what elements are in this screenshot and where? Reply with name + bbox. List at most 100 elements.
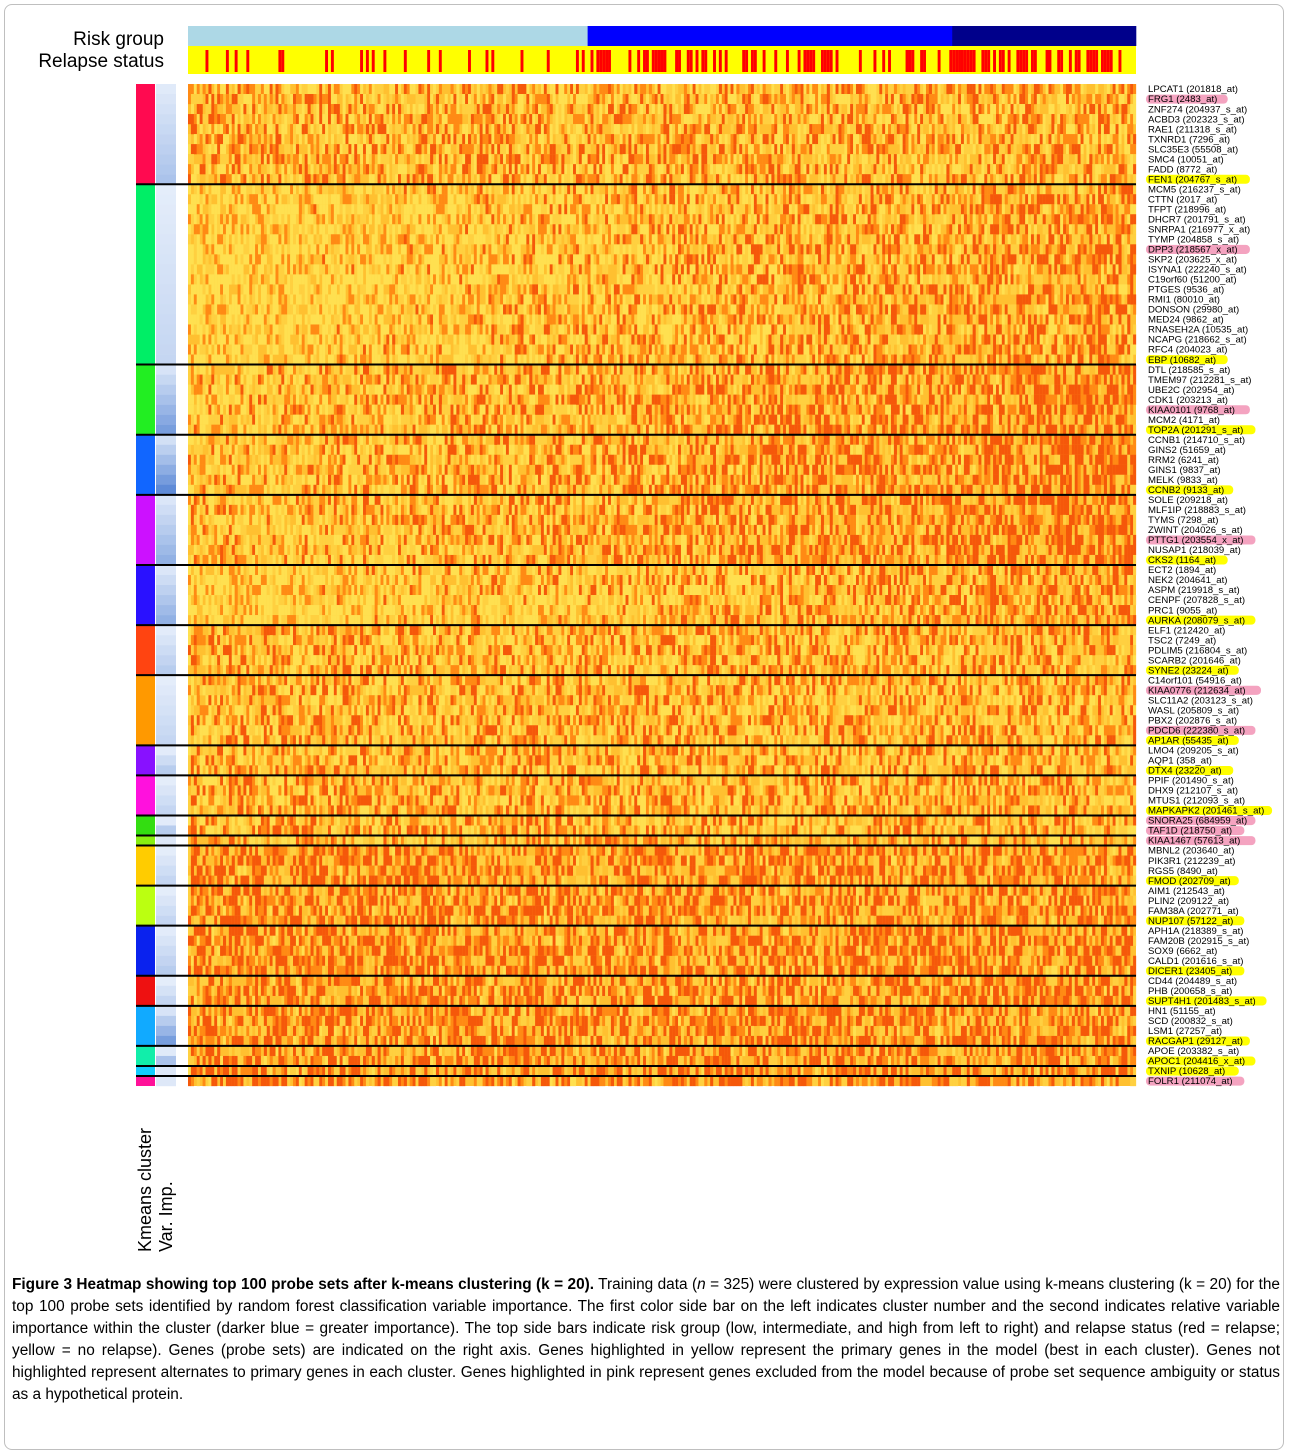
heat-cell <box>290 244 293 254</box>
heat-cell <box>1133 234 1136 244</box>
heat-cell <box>375 114 378 124</box>
heat-cell <box>1013 174 1016 184</box>
heat-cell <box>888 84 891 94</box>
heat-cell <box>938 164 941 174</box>
heat-cell <box>809 254 812 264</box>
heat-cell <box>649 144 652 154</box>
heat-cell <box>378 154 381 164</box>
heat-cell <box>448 164 451 174</box>
heat-cell <box>474 254 477 264</box>
heat-cell <box>421 204 424 214</box>
heat-cell <box>547 114 550 124</box>
heat-cell <box>885 104 888 114</box>
heat-cell <box>792 184 795 194</box>
heat-cell <box>506 224 509 234</box>
heat-cell <box>512 184 515 194</box>
heat-cell <box>932 204 935 214</box>
heat-cell <box>841 164 844 174</box>
heat-cell <box>911 164 914 174</box>
heat-cell <box>987 84 990 94</box>
heat-cell <box>264 104 267 114</box>
heat-cell <box>544 214 547 224</box>
heat-cell <box>1016 224 1019 234</box>
heat-cell <box>453 244 456 254</box>
heat-cell <box>299 184 302 194</box>
heat-cell <box>264 204 267 214</box>
heat-cell <box>235 124 238 134</box>
heat-cell <box>926 164 929 174</box>
heat-cell <box>395 254 398 264</box>
heat-cell <box>1019 94 1022 104</box>
heat-cell <box>477 184 480 194</box>
heat-cell <box>381 154 384 164</box>
heat-cell <box>996 214 999 224</box>
heat-cell <box>634 164 637 174</box>
heat-cell <box>1046 154 1049 164</box>
heat-cell <box>984 234 987 244</box>
heat-cell <box>777 84 780 94</box>
heat-cell <box>1019 194 1022 204</box>
relapse-mark <box>1025 50 1028 72</box>
heat-cell <box>838 184 841 194</box>
heat-cell <box>614 84 617 94</box>
heat-cell <box>1002 234 1005 244</box>
heat-cell <box>1025 184 1028 194</box>
heat-cell <box>728 134 731 144</box>
heat-cell <box>319 124 322 134</box>
heat-cell <box>325 194 328 204</box>
heat-cell <box>801 194 804 204</box>
heat-cell <box>955 164 958 174</box>
heat-cell <box>809 234 812 244</box>
heat-cell <box>911 134 914 144</box>
heat-cell <box>550 144 553 154</box>
heat-cell <box>952 214 955 224</box>
heat-cell <box>698 254 701 264</box>
heat-cell <box>331 264 334 274</box>
heat-cell <box>471 174 474 184</box>
heat-cell <box>1078 254 1081 264</box>
heat-cell <box>319 144 322 154</box>
heat-cell <box>433 114 436 124</box>
heat-cell <box>894 174 897 184</box>
heat-cell <box>276 254 279 264</box>
heat-cell <box>249 164 252 174</box>
heat-cell <box>579 264 582 274</box>
heat-cell <box>821 184 824 194</box>
heat-cell <box>777 214 780 224</box>
heat-cell <box>480 134 483 144</box>
heat-cell <box>500 84 503 94</box>
heat-cell <box>427 194 430 204</box>
heat-cell <box>900 224 903 234</box>
heat-cell <box>322 104 325 114</box>
heat-cell <box>448 104 451 114</box>
heat-cell <box>451 174 454 184</box>
heat-cell <box>1048 94 1051 104</box>
heat-cell <box>328 154 331 164</box>
heat-cell <box>407 184 410 194</box>
heat-cell <box>203 224 206 234</box>
heat-cell <box>249 174 252 184</box>
heat-cell <box>229 114 232 124</box>
heat-cell <box>906 164 909 174</box>
heat-cell <box>701 164 704 174</box>
heat-cell <box>742 214 745 224</box>
heat-cell <box>503 164 506 174</box>
heat-cell <box>620 94 623 104</box>
relapse-mark <box>973 50 976 72</box>
heat-cell <box>348 264 351 274</box>
heat-cell <box>1116 154 1119 164</box>
heat-cell <box>900 164 903 174</box>
heat-cell <box>424 204 427 214</box>
heat-cell <box>599 84 602 94</box>
heat-cell <box>331 124 334 134</box>
heat-cell <box>970 84 973 94</box>
heat-cell <box>917 104 920 114</box>
heat-cell <box>777 134 780 144</box>
heat-cell <box>666 264 669 274</box>
heat-cell <box>853 124 856 134</box>
heat-cell <box>392 254 395 264</box>
heat-cell <box>512 244 515 254</box>
heat-cell <box>754 224 757 234</box>
heat-cell <box>1081 244 1084 254</box>
heat-cell <box>1124 84 1127 94</box>
